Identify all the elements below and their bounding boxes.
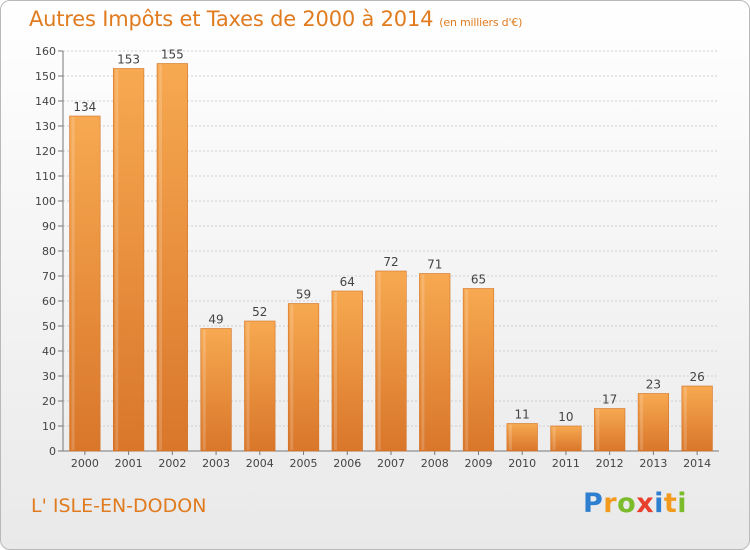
logo-letter: i [677,488,688,519]
bar-highlight [552,427,556,450]
bar-value-label: 17 [602,393,617,407]
bar [594,408,626,452]
bar [375,270,407,452]
x-tick-label: 2007 [377,457,405,470]
bar [331,290,363,452]
y-tick-label: 120 [35,145,56,158]
y-tick-label: 110 [35,170,56,183]
bar-highlight [683,387,687,450]
y-tick-label: 20 [42,395,56,408]
bar [419,273,451,452]
commune-name: L' ISLE-EN-DODON [31,495,207,517]
x-tick-label: 2001 [115,457,143,470]
y-tick-label: 80 [42,245,56,258]
bar [550,425,582,452]
bar-value-label: 72 [383,255,398,269]
bar-value-label: 64 [340,275,355,289]
logo-letter: o [617,488,637,519]
proxiti-logo: Proxiti [583,488,687,519]
bar [112,68,145,452]
y-tick-label: 140 [35,95,56,108]
bar-value-label: 23 [646,378,661,392]
bar-value-label: 134 [73,100,96,114]
bars [69,63,713,452]
y-tick-label: 90 [42,220,56,233]
chart-title-main: Autres Impôts et Taxes de 2000 à 2014 [29,7,434,31]
bar-highlight [596,409,600,450]
y-tick-label: 40 [42,345,56,358]
logo-letter: P [583,488,604,519]
logo-letter: i [654,488,664,519]
bar [244,320,276,452]
bar-value-label: 26 [689,370,704,384]
x-tick-label: 2012 [596,457,624,470]
bar [462,288,495,452]
x-tick-label: 2005 [290,457,318,470]
bar-highlight [159,64,163,450]
y-tick-label: 60 [42,295,56,308]
bar-value-label: 71 [427,258,442,272]
x-tick-label: 2013 [639,457,667,470]
y-tick-label: 130 [35,120,56,133]
chart-title: Autres Impôts et Taxes de 2000 à 2014 (en… [29,7,522,31]
y-tick-label: 150 [35,70,56,83]
y-tick-label: 70 [42,270,56,283]
x-tick-label: 2004 [246,457,274,470]
bar-highlight [71,117,75,450]
y-tick-label: 100 [35,195,56,208]
bar-highlight [290,304,294,450]
logo-letter: x [636,488,655,519]
logo-letter: r [603,488,618,519]
x-tick-label: 2009 [464,457,492,470]
bar [637,393,670,452]
y-tick-label: 50 [42,320,56,333]
bar-highlight [333,292,337,450]
bar-highlight [202,329,206,450]
bar-value-label: 11 [515,408,530,422]
y-tick-labels: 0 10 20 30 40 50 60 70 80 90 100 110 120 130 140 150 160 [35,45,56,458]
bar-highlight [465,289,469,450]
bar-value-label: 49 [208,313,223,327]
x-tick-label: 2006 [333,457,361,470]
bar-value-label: 155 [161,48,184,62]
bar-value-label: 52 [252,305,267,319]
x-tick-label: 2003 [202,457,230,470]
x-tick-label: 2010 [508,457,536,470]
logo-letter: t [663,488,678,519]
bar [506,423,538,452]
y-tick-label: 30 [42,370,56,383]
bar-highlight [377,272,381,450]
y-tick-label: 0 [49,445,56,458]
bar [681,385,713,452]
x-tick-label: 2000 [71,457,99,470]
x-tick-label: 2002 [158,457,186,470]
bar-highlight [421,274,425,450]
bar [156,63,188,452]
x-tick-label: 2014 [683,457,711,470]
bar [69,115,101,452]
bar-highlight [246,322,250,450]
chart-title-unit: (en milliers d'€) [439,16,523,29]
bar-highlight [115,69,119,450]
x-tick-label: 2011 [552,457,580,470]
bar-value-label: 65 [471,273,486,287]
x-tick-label: 2008 [421,457,449,470]
value-labels: 134 153 155 49 52 59 64 72 71 65 11 10 17 23 26 [73,48,704,425]
bar-highlight [508,424,512,450]
bar-value-label: 10 [558,410,573,424]
y-tick-label: 160 [35,45,56,58]
bar-value-label: 59 [296,288,311,302]
bar-highlight [640,394,644,450]
bar [200,328,232,452]
bar-value-label: 153 [117,53,140,67]
x-tick-labels: 2000 2001 2002 2003 2004 2005 2006 2007 2008 2009… [71,457,711,470]
bar [287,303,320,452]
y-tick-label: 10 [42,420,56,433]
